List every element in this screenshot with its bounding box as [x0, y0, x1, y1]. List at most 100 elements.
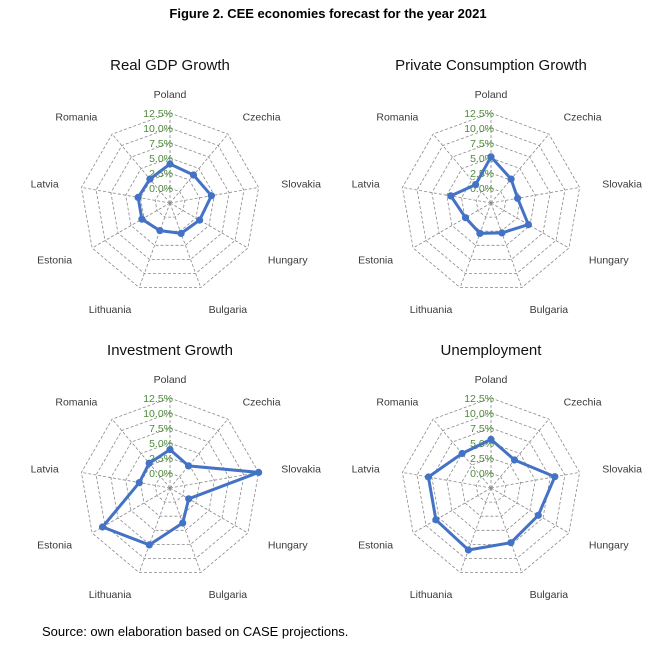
category-label: Slovakia	[602, 463, 642, 475]
data-point-latvia	[424, 473, 432, 481]
grid-ring	[446, 157, 536, 246]
spoke	[91, 202, 171, 249]
data-point-hungary	[524, 221, 533, 229]
grid-ring	[431, 142, 551, 260]
data-point-slovakia	[551, 473, 559, 481]
spoke	[412, 487, 492, 534]
category-label: Poland	[475, 374, 508, 386]
tick-label: 10.0%	[464, 123, 494, 135]
data-point-hungary	[196, 216, 204, 224]
radar-panel-2: Private Consumption Growth Poland Czechia S…	[352, 57, 642, 316]
panel-title: Unemployment	[441, 342, 543, 359]
data-point-hungary	[185, 495, 193, 503]
radar-panel-4: Unemployment Poland Czechia Slovakia Hungary…	[352, 342, 642, 601]
data-point-poland	[166, 160, 174, 168]
category-label: Romania	[55, 111, 97, 123]
data-point-slovakia	[514, 194, 522, 202]
category-label: Bulgaria	[209, 304, 248, 316]
spoke	[459, 487, 492, 573]
category-label: Poland	[154, 374, 187, 386]
grid-ring	[461, 457, 521, 517]
data-point-romania	[472, 181, 480, 189]
tick-label: 7.5%	[470, 138, 494, 150]
spoke	[138, 202, 171, 288]
series-line	[449, 155, 530, 235]
data-point-czechia	[189, 171, 198, 179]
category-label: Lithuania	[89, 304, 132, 316]
tick-label: 7.5%	[149, 423, 173, 435]
category-label: Czechia	[564, 396, 602, 408]
grid-ring	[110, 142, 230, 260]
category-label: Czechia	[564, 111, 602, 123]
category-label: Estonia	[358, 255, 393, 267]
category-label: Romania	[376, 396, 418, 408]
data-point-poland	[166, 446, 174, 454]
radar-panel-1: Real GDP Growth Poland Czechia Slovakia Hung…	[31, 57, 321, 316]
spoke	[169, 202, 202, 288]
figure-title: Figure 2. CEE economies forecast for the…	[169, 6, 487, 21]
category-label: Poland	[154, 89, 187, 101]
grid-ring	[416, 127, 566, 274]
grid-ring	[95, 127, 245, 274]
tick-label: 5.0%	[149, 438, 173, 450]
grid-ring	[154, 187, 186, 218]
grid-ring	[416, 412, 566, 559]
data-point-romania	[145, 459, 153, 467]
category-label: Estonia	[358, 540, 393, 552]
data-point-czechia	[507, 175, 515, 183]
data-point-lithuania	[476, 229, 484, 237]
grid-ring	[80, 397, 260, 573]
spoke	[459, 202, 492, 288]
data-point-latvia	[135, 479, 143, 487]
series-line	[136, 162, 213, 235]
series-line	[101, 448, 261, 547]
panel-title: Real GDP Growth	[110, 57, 230, 74]
spoke	[412, 202, 492, 249]
data-point-slovakia	[207, 192, 215, 200]
data-point-lithuania	[156, 227, 164, 235]
data-point-estonia	[98, 523, 107, 531]
data-point-poland	[487, 153, 495, 161]
data-point-bulgaria	[498, 229, 506, 237]
tick-label: 2.5%	[470, 453, 494, 465]
category-label: Latvia	[352, 178, 380, 190]
category-label: Bulgaria	[209, 589, 248, 601]
data-point-hungary	[534, 511, 542, 519]
data-point-slovakia	[255, 468, 263, 476]
category-label: Latvia	[31, 463, 59, 475]
tick-label: 12.5%	[143, 108, 173, 120]
category-label: Czechia	[243, 396, 281, 408]
category-label: Slovakia	[602, 178, 642, 190]
data-point-romania	[146, 175, 154, 183]
tick-label: 12.5%	[464, 393, 494, 405]
tick-label: 10.0%	[143, 408, 173, 420]
data-point-estonia	[138, 215, 146, 223]
grid-ring	[140, 457, 200, 517]
data-point-bulgaria	[177, 229, 185, 237]
radar-chart-grid: Real GDP Growth Poland Czechia Slovakia Hung…	[31, 57, 642, 601]
grid-ring	[401, 397, 581, 573]
data-point-latvia	[134, 193, 142, 201]
series-line	[426, 437, 557, 552]
category-label: Latvia	[352, 463, 380, 475]
grid-ring	[95, 412, 245, 559]
category-label: Hungary	[268, 255, 308, 267]
category-label: Hungary	[589, 255, 629, 267]
tick-label: 7.5%	[149, 138, 173, 150]
grid-ring	[475, 187, 507, 218]
panel-title: Private Consumption Growth	[395, 57, 587, 74]
data-point-lithuania	[145, 541, 153, 549]
grid-ring	[154, 472, 186, 503]
data-point-estonia	[432, 516, 440, 524]
spoke	[169, 487, 202, 573]
radar-panel-3: Investment Growth Poland Czechia Slovakia Hu…	[31, 342, 321, 601]
category-label: Bulgaria	[530, 589, 569, 601]
category-label: Romania	[55, 396, 97, 408]
category-label: Romania	[376, 111, 418, 123]
data-point-estonia	[461, 214, 470, 222]
grid-ring	[475, 472, 507, 503]
tick-label: 7.5%	[470, 423, 494, 435]
tick-label: 10.0%	[143, 123, 173, 135]
category-label: Poland	[475, 89, 508, 101]
tick-label: 0.0%	[149, 468, 173, 480]
